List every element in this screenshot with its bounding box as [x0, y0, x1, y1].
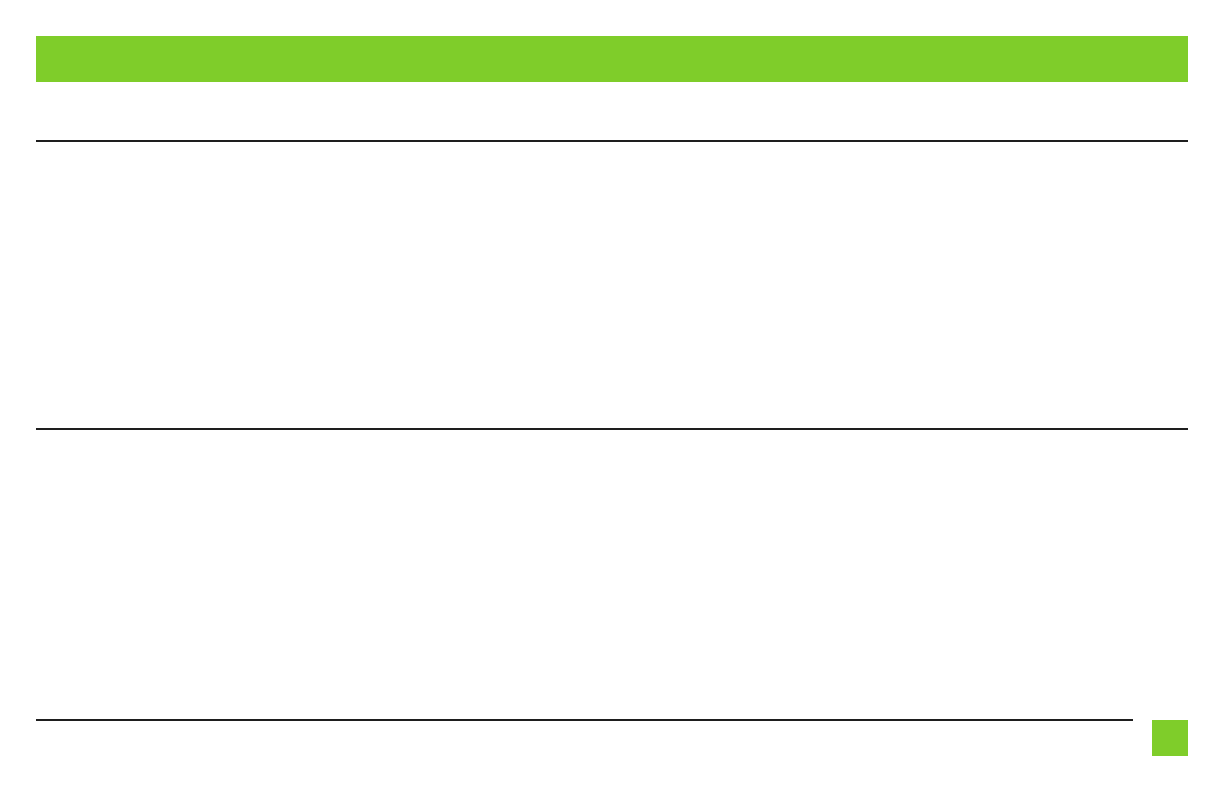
divider-middle: [36, 428, 1188, 430]
divider-top: [36, 140, 1188, 142]
page-number-box: [1152, 720, 1188, 756]
header-bar: [36, 36, 1188, 82]
divider-bottom: [36, 719, 1133, 721]
